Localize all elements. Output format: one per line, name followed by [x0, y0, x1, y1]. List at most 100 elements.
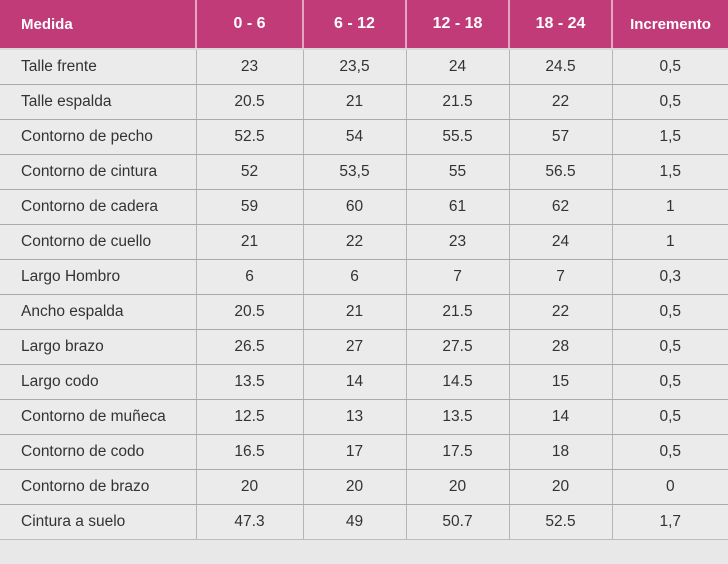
header-medida: Medida	[0, 0, 197, 50]
cell-size-18-24: 18	[509, 434, 613, 470]
cell-size-0-6: 23	[196, 49, 304, 85]
cell-incremento: 0,5	[612, 294, 728, 330]
table-row: Contorno de brazo 20 20 20 20 0	[0, 469, 728, 505]
cell-size-6-12: 54	[303, 119, 407, 155]
header-incremento: Incremento	[612, 0, 728, 50]
cell-size-18-24: 15	[509, 364, 613, 400]
cell-medida: Contorno de brazo	[0, 469, 197, 505]
table-row: Contorno de cuello 21 22 23 24 1	[0, 224, 728, 260]
cell-size-6-12: 20	[303, 469, 407, 505]
cell-size-18-24: 22	[509, 84, 613, 120]
cell-size-18-24: 24	[509, 224, 613, 260]
cell-medida: Talle espalda	[0, 84, 197, 120]
table-row: Talle frente 23 23,5 24 24.5 0,5	[0, 49, 728, 85]
cell-size-18-24: 20	[509, 469, 613, 505]
cell-size-6-12: 60	[303, 189, 407, 225]
cell-size-18-24: 52.5	[509, 504, 613, 540]
table-row: Cintura a suelo 47.3 49 50.7 52.5 1,7	[0, 504, 728, 540]
cell-size-0-6: 52.5	[196, 119, 304, 155]
cell-size-6-12: 21	[303, 84, 407, 120]
cell-medida: Largo brazo	[0, 329, 197, 365]
header-size-12-18: 12 - 18	[406, 0, 510, 50]
cell-medida: Cintura a suelo	[0, 504, 197, 540]
header-row: Medida 0 - 6 6 - 12 12 - 18 18 - 24 Incr…	[0, 0, 728, 50]
cell-size-6-12: 49	[303, 504, 407, 540]
cell-size-6-12: 23,5	[303, 49, 407, 85]
cell-size-0-6: 59	[196, 189, 304, 225]
cell-incremento: 0,5	[612, 84, 728, 120]
cell-size-0-6: 21	[196, 224, 304, 260]
table-row: Contorno de pecho 52.5 54 55.5 57 1,5	[0, 119, 728, 155]
cell-size-6-12: 17	[303, 434, 407, 470]
table-row: Largo Hombro 6 6 7 7 0,3	[0, 259, 728, 295]
cell-size-6-12: 13	[303, 399, 407, 435]
cell-size-0-6: 12.5	[196, 399, 304, 435]
cell-incremento: 0	[612, 469, 728, 505]
cell-medida: Contorno de cadera	[0, 189, 197, 225]
cell-medida: Contorno de muñeca	[0, 399, 197, 435]
cell-medida: Contorno de pecho	[0, 119, 197, 155]
cell-size-18-24: 28	[509, 329, 613, 365]
cell-size-18-24: 57	[509, 119, 613, 155]
cell-medida: Contorno de codo	[0, 434, 197, 470]
cell-size-12-18: 7	[406, 259, 510, 295]
header-size-18-24: 18 - 24	[509, 0, 613, 50]
header-size-0-6: 0 - 6	[196, 0, 304, 50]
cell-incremento: 1	[612, 189, 728, 225]
cell-size-12-18: 55	[406, 154, 510, 190]
cell-size-12-18: 27.5	[406, 329, 510, 365]
cell-size-12-18: 24	[406, 49, 510, 85]
table-row: Largo codo 13.5 14 14.5 15 0,5	[0, 364, 728, 400]
cell-size-0-6: 52	[196, 154, 304, 190]
cell-incremento: 0,5	[612, 434, 728, 470]
cell-incremento: 0,5	[612, 49, 728, 85]
cell-size-18-24: 56.5	[509, 154, 613, 190]
table-row: Largo brazo 26.5 27 27.5 28 0,5	[0, 329, 728, 365]
cell-size-12-18: 17.5	[406, 434, 510, 470]
header-size-6-12: 6 - 12	[303, 0, 407, 50]
cell-size-0-6: 16.5	[196, 434, 304, 470]
cell-incremento: 0,3	[612, 259, 728, 295]
table-row: Ancho espalda 20.5 21 21.5 22 0,5	[0, 294, 728, 330]
cell-size-6-12: 14	[303, 364, 407, 400]
table-header: Medida 0 - 6 6 - 12 12 - 18 18 - 24 Incr…	[0, 0, 728, 50]
cell-size-12-18: 50.7	[406, 504, 510, 540]
table-row: Talle espalda 20.5 21 21.5 22 0,5	[0, 84, 728, 120]
cell-size-0-6: 20	[196, 469, 304, 505]
cell-size-0-6: 20.5	[196, 294, 304, 330]
cell-size-12-18: 20	[406, 469, 510, 505]
cell-size-12-18: 13.5	[406, 399, 510, 435]
cell-size-0-6: 26.5	[196, 329, 304, 365]
cell-medida: Ancho espalda	[0, 294, 197, 330]
cell-medida: Largo Hombro	[0, 259, 197, 295]
cell-incremento: 1,7	[612, 504, 728, 540]
table-body: Talle frente 23 23,5 24 24.5 0,5 Talle espalda…	[0, 49, 728, 540]
cell-medida: Contorno de cintura	[0, 154, 197, 190]
cell-size-0-6: 6	[196, 259, 304, 295]
table-row: Contorno de muñeca 12.5 13 13.5 14 0,5	[0, 399, 728, 435]
cell-size-0-6: 47.3	[196, 504, 304, 540]
cell-size-18-24: 14	[509, 399, 613, 435]
cell-size-6-12: 22	[303, 224, 407, 260]
cell-size-18-24: 24.5	[509, 49, 613, 85]
table-row: Contorno de codo 16.5 17 17.5 18 0,5	[0, 434, 728, 470]
table-row: Contorno de cadera 59 60 61 62 1	[0, 189, 728, 225]
cell-size-0-6: 20.5	[196, 84, 304, 120]
cell-incremento: 0,5	[612, 399, 728, 435]
cell-incremento: 0,5	[612, 364, 728, 400]
cell-size-18-24: 7	[509, 259, 613, 295]
cell-size-6-12: 27	[303, 329, 407, 365]
cell-size-0-6: 13.5	[196, 364, 304, 400]
cell-size-12-18: 21.5	[406, 84, 510, 120]
cell-size-18-24: 62	[509, 189, 613, 225]
table-row: Contorno de cintura 52 53,5 55 56.5 1,5	[0, 154, 728, 190]
size-chart-table: Medida 0 - 6 6 - 12 12 - 18 18 - 24 Incr…	[0, 0, 728, 540]
cell-size-12-18: 21.5	[406, 294, 510, 330]
cell-medida: Contorno de cuello	[0, 224, 197, 260]
cell-size-12-18: 23	[406, 224, 510, 260]
cell-size-12-18: 14.5	[406, 364, 510, 400]
cell-medida: Largo codo	[0, 364, 197, 400]
cell-size-6-12: 21	[303, 294, 407, 330]
cell-medida: Talle frente	[0, 49, 197, 85]
cell-incremento: 1,5	[612, 119, 728, 155]
